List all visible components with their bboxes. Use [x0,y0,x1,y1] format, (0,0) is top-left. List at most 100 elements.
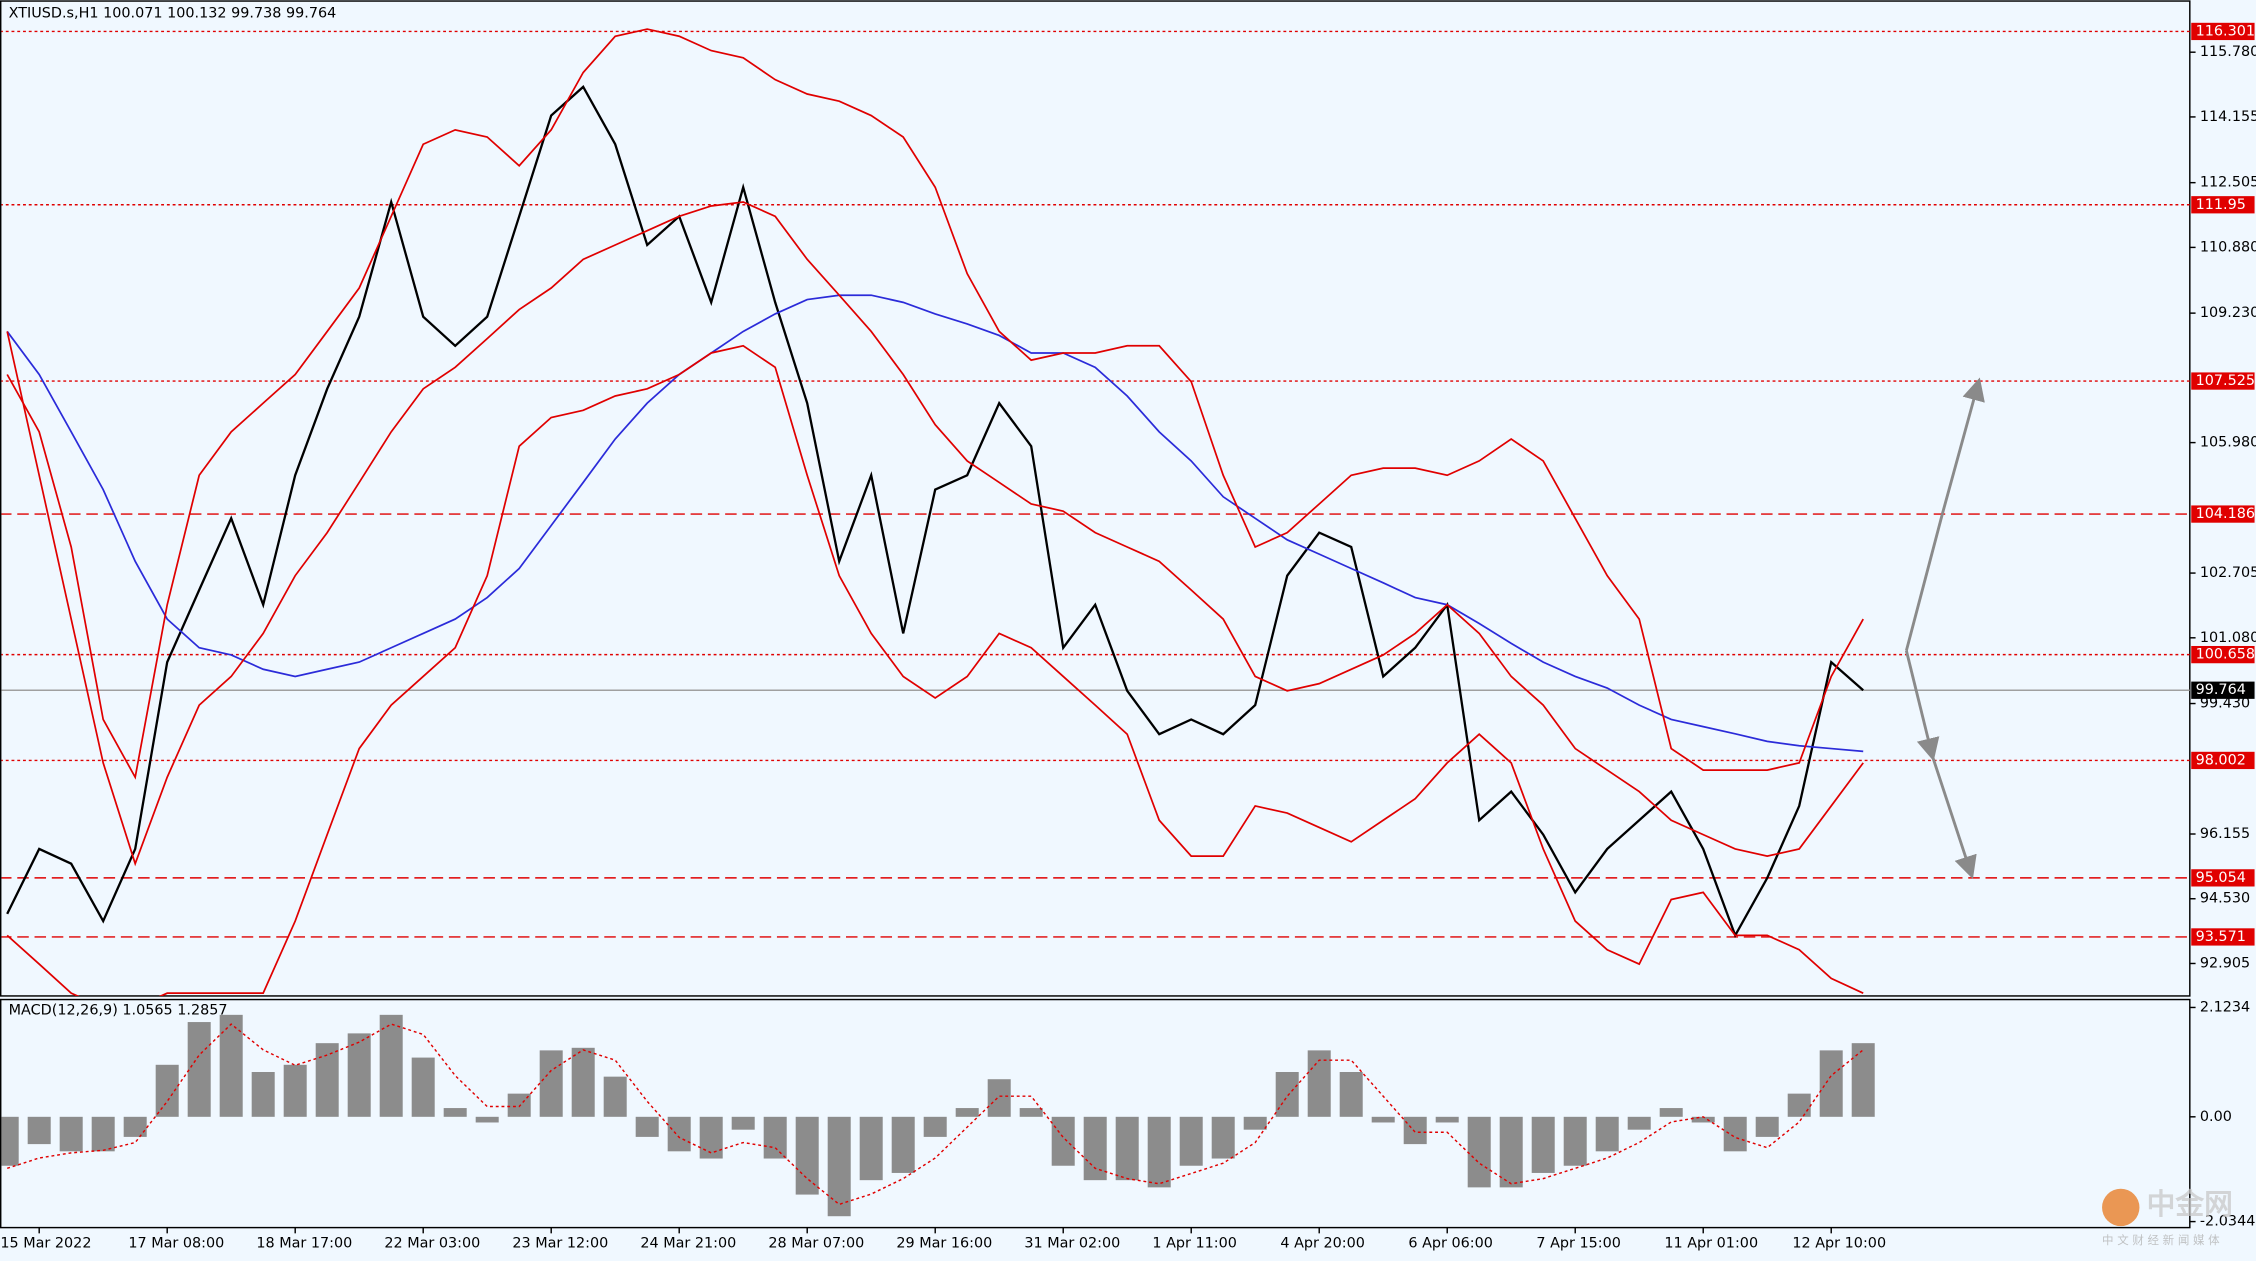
level-label: 104.186 [2196,506,2255,522]
macd-bar [411,1057,435,1117]
macd-bar [251,1072,275,1117]
macd-panel [1,1014,1875,1217]
level-label: 99.764 [2196,682,2246,698]
x-tick-label: 12 Apr 10:00 [1792,1235,1886,1251]
y-tick-label: 115.780 [2200,44,2256,60]
x-tick-label: 31 Mar 02:00 [1024,1235,1120,1251]
macd-bar [539,1050,563,1117]
macd-bar [1563,1116,1587,1166]
price-panel [1,28,2190,996]
level-label-box [2191,645,2255,664]
indicator-line [6,294,1864,753]
level-label-box [2191,505,2255,523]
y-tick-label: 102.705 [2200,565,2256,581]
y-tick-label: 94.530 [2200,891,2250,907]
macd-bar [603,1076,627,1117]
macd-bar [1371,1116,1395,1123]
macd-bar [1723,1116,1747,1152]
macd-bar [315,1043,339,1117]
macd-bar [283,1064,307,1117]
indicator-line [6,28,1864,780]
macd-bar [699,1116,723,1159]
level-label: 100.658 [2196,647,2255,663]
level-label: 107.525 [2196,373,2255,389]
level-label-box [2191,22,2255,41]
y-tick-label: 109.230 [2200,305,2256,321]
x-tick-label: 6 Apr 06:00 [1408,1235,1493,1251]
macd-bar [1499,1116,1523,1188]
indicator-line [6,344,1864,996]
macd-bar [1179,1116,1203,1166]
macd-bar [91,1116,115,1152]
x-tick-label: 11 Apr 01:00 [1664,1235,1758,1251]
macd-bar [475,1116,499,1123]
macd-bar [27,1116,51,1145]
macd-panel-frame [0,998,2191,1229]
macd-bar [1819,1050,1843,1117]
macd-y-tick-label: -2.0344 [2200,1214,2256,1230]
chart-title: XTIUSD.s,H1 100.071 100.132 99.738 99.76… [9,5,337,21]
x-tick-label: 29 Mar 16:00 [896,1235,992,1251]
macd-bar [1627,1116,1651,1130]
macd-y-tick-label: 0.00 [2200,1109,2232,1125]
macd-bar [1755,1116,1779,1137]
x-tick-label: 17 Mar 08:00 [128,1235,224,1251]
level-label: 95.054 [2196,870,2246,886]
macd-bar [1659,1108,1683,1117]
macd-bar [1307,1050,1331,1117]
macd-bar [763,1116,787,1159]
y-tick-label: 105.980 [2200,435,2256,451]
x-tick-label: 1 Apr 11:00 [1152,1235,1237,1251]
macd-bar [1467,1116,1491,1188]
level-label-box [2191,751,2255,770]
macd-bar [1083,1116,1107,1181]
macd-bar [1851,1043,1875,1117]
macd-bar [1019,1108,1043,1117]
main-panel-frame [0,0,2191,997]
x-tick-label: 22 Mar 03:00 [384,1235,480,1251]
macd-bar [347,1033,371,1117]
macd-bar [571,1047,595,1117]
macd-bar [987,1079,1011,1117]
macd-bar [667,1116,691,1152]
macd-bar [507,1093,531,1117]
macd-y-tick-label: 2.1234 [2200,999,2250,1015]
macd-bar [1339,1072,1363,1117]
macd-signal-line [6,1023,1864,1206]
macd-bar [1691,1116,1715,1123]
macd-bar [827,1116,851,1217]
macd-bar [859,1116,883,1181]
level-label-box [2191,928,2255,946]
macd-bar [1403,1116,1427,1145]
x-tick-label: 4 Apr 20:00 [1280,1235,1365,1251]
x-tick-label: 23 Mar 12:00 [512,1235,608,1251]
indicator-line [6,201,1864,867]
x-tick-label: 7 Apr 15:00 [1536,1235,1621,1251]
y-tick-label: 110.880 [2200,239,2256,255]
macd-bar [923,1116,947,1137]
level-label: 111.95 [2196,197,2246,213]
level-label-box [2191,372,2255,390]
arrow-up-segment [1904,513,1944,652]
macd-bar [1051,1116,1075,1166]
macd-bar [1,1116,19,1166]
macd-bar [795,1116,819,1195]
macd-bar [123,1116,147,1137]
y-tick-label: 96.155 [2200,826,2250,842]
y-tick-label: 99.430 [2200,696,2250,712]
watermark-logo: 中金网 [2147,1187,2233,1221]
watermark: 中金网 中 文 财 经 新 闻 媒 体 [2102,1187,2233,1247]
x-tick-label: 18 Mar 17:00 [256,1235,352,1251]
axes: 115.780 114.155 112.505 110.880 109.230 105.9… [0,22,2256,1251]
projection-arrows [1904,377,1985,880]
macd-bar [1243,1116,1267,1130]
macd-bar [219,1014,243,1117]
macd-bar [1115,1116,1139,1181]
watermark-tagline: 中 文 财 经 新 闻 媒 体 [2102,1233,2220,1247]
macd-bar [379,1014,403,1117]
macd-bar [731,1116,755,1130]
x-tick-label: 24 Mar 21:00 [640,1235,736,1251]
level-label-box [2191,869,2255,887]
